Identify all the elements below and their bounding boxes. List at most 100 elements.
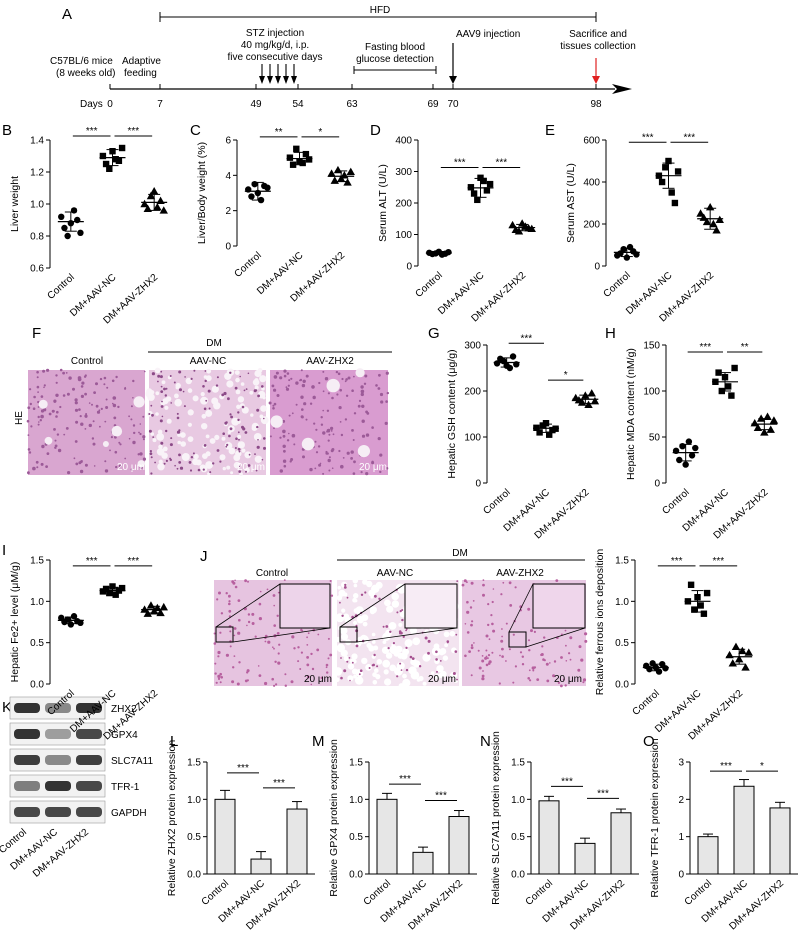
significance-label: *** [597, 788, 609, 799]
nucleus-dot [111, 379, 115, 383]
nucleus-dot [36, 466, 39, 469]
nucleus-dot [40, 462, 44, 466]
significance-label: *** [720, 761, 732, 772]
nucleus-dot [352, 439, 355, 441]
data-point [343, 178, 352, 186]
y-tick-label: 4 [225, 171, 231, 182]
lipid-vacuole [440, 670, 447, 678]
data-point [527, 224, 536, 233]
data-point [70, 613, 78, 620]
nucleus-dot [255, 469, 258, 472]
nucleus-dot [100, 407, 103, 410]
nucleus-dot [481, 659, 485, 663]
data-point [159, 206, 168, 214]
nucleus-dot [229, 630, 232, 633]
nucleus-dot [273, 427, 275, 430]
data-point [741, 663, 750, 671]
nucleus-dot [378, 597, 381, 600]
nucleus-dot [53, 428, 56, 431]
nucleus-dot [532, 669, 535, 672]
stz-arrowhead [275, 76, 281, 84]
nucleus-dot [233, 634, 236, 637]
nucleus-dot [454, 650, 458, 653]
nucleus-dot [542, 658, 545, 661]
nucleus-dot [528, 639, 530, 642]
nucleus-dot [387, 647, 390, 650]
data-point [118, 144, 126, 152]
data-point [467, 184, 475, 191]
f-col-aav-zhx2: AAV-ZHX2 [306, 356, 354, 367]
nucleus-dot [165, 387, 168, 390]
data-point [655, 668, 663, 675]
significance-label: ** [741, 342, 749, 353]
data-point [293, 145, 300, 153]
data-point [493, 360, 501, 367]
nucleus-dot [318, 463, 322, 467]
nucleus-dot [310, 652, 313, 656]
sacrifice-label-2: tissues collection [560, 41, 636, 52]
nucleus-dot [203, 407, 207, 411]
nucleus-dot [95, 404, 99, 408]
lipid-vacuole [155, 412, 159, 416]
nucleus-dot [541, 645, 544, 648]
nucleus-dot [148, 413, 151, 415]
blot-band [14, 755, 40, 765]
data-point [112, 591, 119, 598]
nucleus-dot [329, 580, 332, 582]
data-point [330, 176, 339, 184]
nucleus-dot [439, 660, 442, 662]
data-point [153, 203, 162, 211]
y-tick-label: 0 [475, 479, 481, 490]
nucleus-dot [279, 376, 283, 380]
nucleus-dot [142, 415, 145, 418]
data-point [756, 414, 766, 422]
nucleus-dot [359, 669, 363, 672]
nucleus-dot [53, 400, 56, 403]
data-point [766, 425, 775, 433]
nucleus-dot [73, 457, 76, 460]
nucleus-dot [236, 682, 240, 686]
blot-band [76, 807, 102, 817]
blot-band [45, 807, 71, 817]
blot-band [76, 729, 102, 739]
nucleus-dot [247, 464, 251, 467]
nucleus-dot [277, 661, 281, 665]
nucleus-dot [273, 647, 275, 650]
nucleus-dot [363, 382, 367, 385]
nucleus-dot [139, 423, 142, 425]
nucleus-dot [132, 424, 136, 427]
lipid-vacuole [353, 620, 358, 625]
nucleus-dot [290, 458, 294, 461]
nucleus-dot [482, 579, 485, 581]
blot-label: GAPDH [111, 808, 147, 819]
nucleus-dot [470, 674, 473, 677]
scale-label-j3: 20 μm [554, 674, 582, 685]
nucleus-dot [377, 437, 381, 441]
significance-label: * [564, 370, 568, 381]
nucleus-dot [248, 453, 251, 456]
nucleus-dot [330, 449, 334, 453]
data-point [682, 461, 689, 468]
nucleus-dot [130, 405, 133, 408]
nucleus-dot [245, 470, 247, 473]
y-tick-label: 0 [594, 262, 600, 273]
data-point [289, 161, 297, 168]
nucleus-dot [309, 467, 313, 472]
nucleus-dot [466, 581, 468, 584]
nucleus-dot [396, 611, 399, 614]
nucleus-dot [348, 657, 351, 659]
x-tick-label: Control [233, 250, 264, 280]
y-tick-label: 1 [678, 832, 684, 843]
timeline-day-label: 69 [427, 99, 439, 110]
nucleus-dot [303, 402, 307, 406]
fasting-label-2: glucose detection [356, 54, 434, 65]
nucleus-dot [500, 639, 504, 643]
nucleus-dot [505, 622, 508, 625]
data-point [688, 452, 696, 459]
nucleus-dot [358, 673, 361, 676]
significance-label: *** [86, 126, 98, 137]
lipid-vacuole [224, 442, 233, 450]
nucleus-dot [346, 596, 349, 599]
nucleus-dot [301, 629, 304, 632]
nucleus-dot [189, 469, 193, 472]
